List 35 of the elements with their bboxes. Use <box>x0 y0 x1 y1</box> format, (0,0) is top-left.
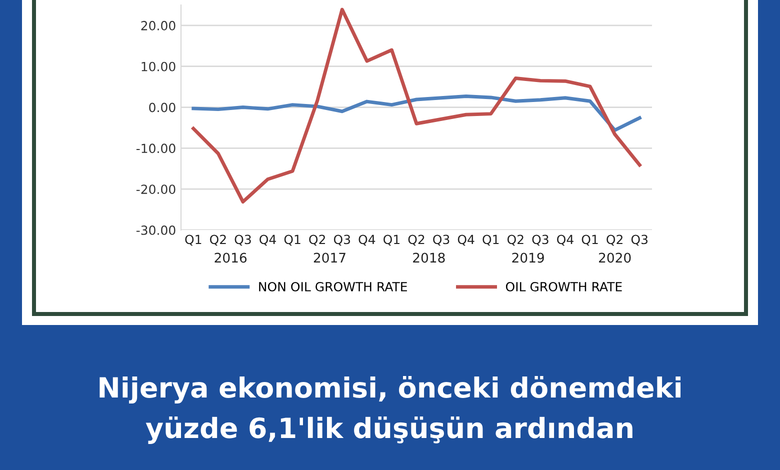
y-tick-label: 0.00 <box>149 102 176 112</box>
x-tick-label: Q2 <box>606 234 622 246</box>
text: 2016 <box>214 252 247 263</box>
x-tick-label: Q3 <box>234 234 251 246</box>
x-tick-label: Q1 <box>482 234 499 246</box>
x-tick-label: Q2 <box>210 234 226 246</box>
text: Nijerya ekonomisi, önceki dönemdeki yüzde 6,1'lik düşüşün ardından <box>100 376 681 444</box>
text: 2020 <box>598 252 631 263</box>
x-tick-label: Q4 <box>260 234 276 246</box>
x-tick-label: Q3 <box>631 234 648 246</box>
line-series <box>192 8 642 204</box>
y-tick-label: -10.00 <box>136 144 176 154</box>
y-tick-label: -20.00 <box>136 184 176 194</box>
x-tick-label: Q4 <box>557 234 574 246</box>
x-tick-label: Q3 <box>334 234 350 246</box>
x-tick-label: Q1 <box>384 234 400 246</box>
x-tick-label: Q2 <box>507 234 524 246</box>
y-tick-label: 10.00 <box>142 62 176 72</box>
legend-label: NON OIL GROWTH RATE <box>259 282 407 292</box>
text: 2019 <box>512 252 544 263</box>
x-tick-label: Q3 <box>532 234 548 246</box>
x-tick-label: Q2 <box>408 234 424 246</box>
x-tick-label: Q3 <box>433 234 450 246</box>
x-tick-label: Q2 <box>309 234 325 246</box>
y-tick-label: 20.00 <box>141 20 176 30</box>
x-tick-label: Q1 <box>582 234 598 246</box>
x-tick-label: Q1 <box>284 234 300 246</box>
x-tick-label: Q4 <box>458 234 474 246</box>
x-tick-label: Q1 <box>185 234 202 246</box>
y-tick-label: -30.00 <box>136 225 176 235</box>
legend-label: OIL GROWTH RATE <box>506 282 622 292</box>
x-tick-label: Q4 <box>358 234 376 246</box>
line-series <box>192 94 642 132</box>
text: 2017 <box>314 252 346 263</box>
text: 2018 <box>413 252 445 263</box>
